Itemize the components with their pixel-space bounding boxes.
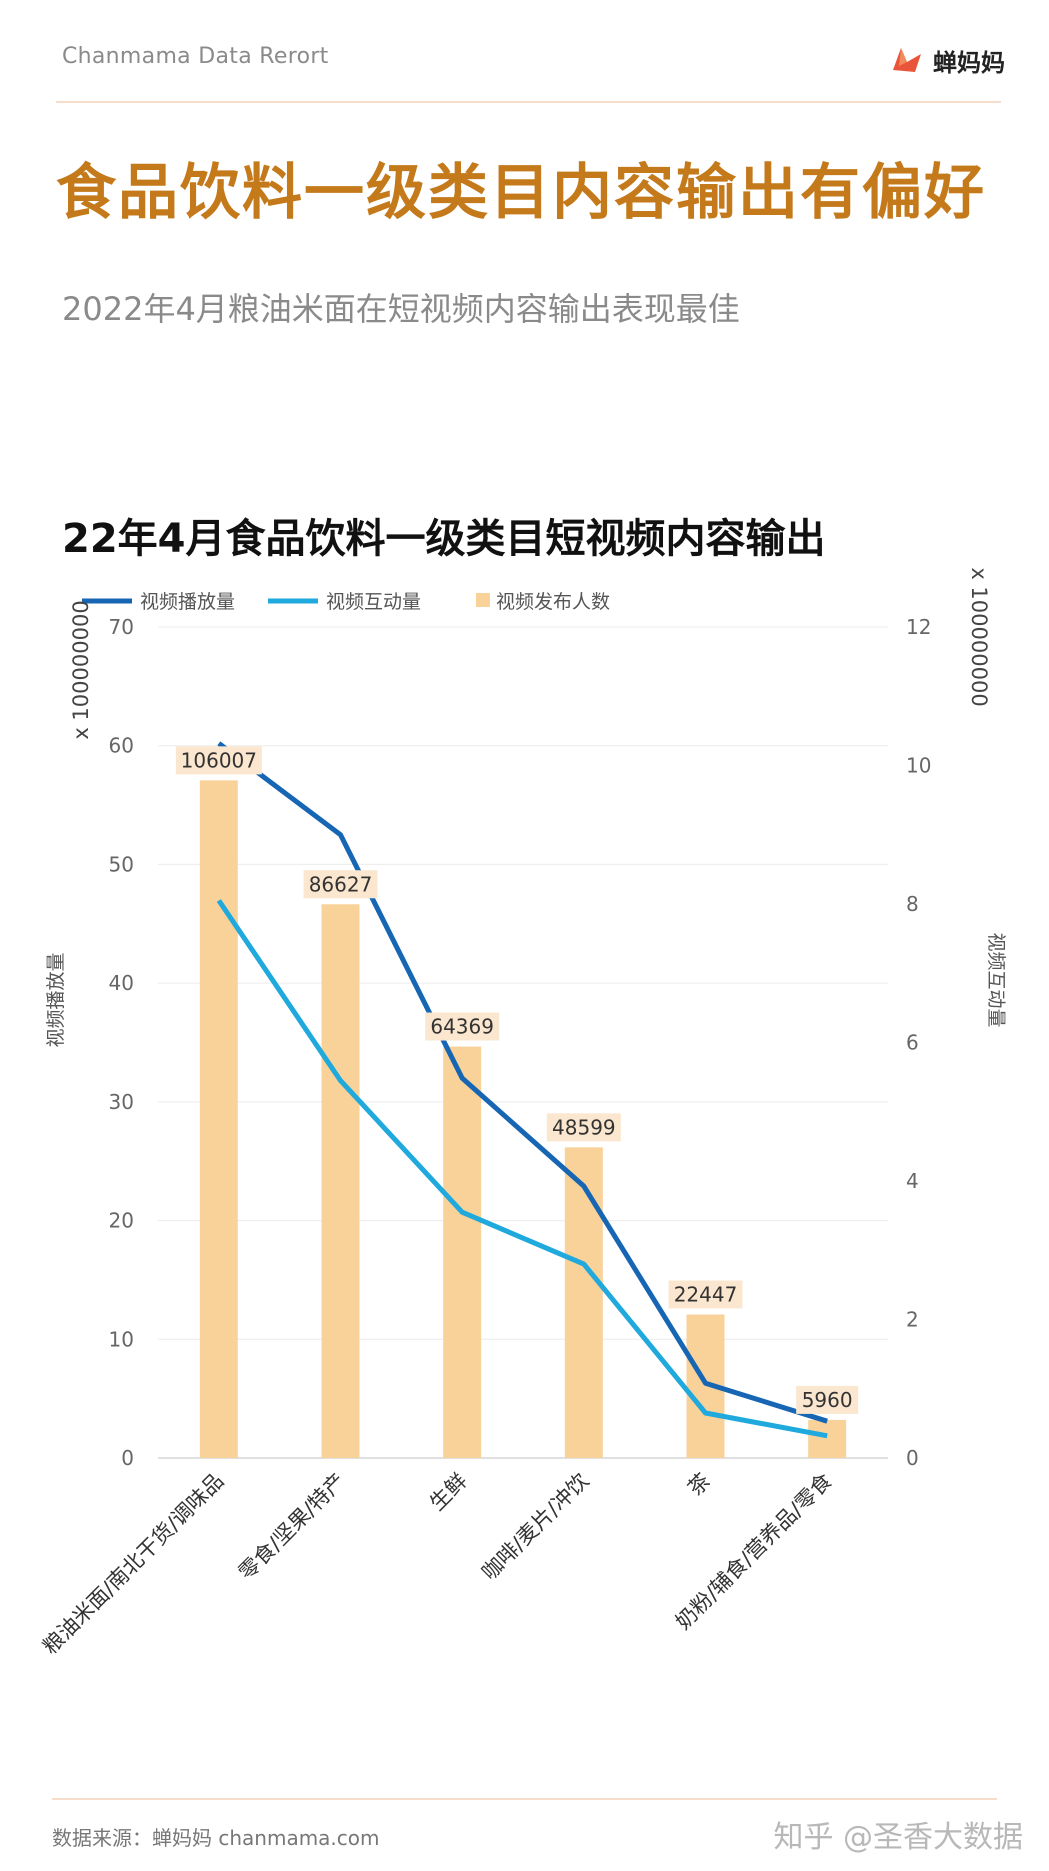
- y-tick-label: 0: [121, 1446, 134, 1470]
- y-axis: 0 10 20 30 40 50 60 70 x 100000000 视频播放量: [45, 600, 134, 1470]
- y2-tick-label: 4: [906, 1169, 919, 1193]
- y2-tick-label: 8: [906, 892, 919, 916]
- data-label-bg: [303, 870, 378, 899]
- y2-axis-label: 视频互动量: [985, 932, 1007, 1027]
- x-axis: 粮油米面/南北干货/调味品 零食/坚果/特产 生鲜 咖啡/麦片/冲饮 茶奶粉/辅食/营养…: [38, 1469, 837, 1659]
- logo-text: 蝉妈妈: [933, 48, 1005, 77]
- bar-5: [808, 1419, 847, 1458]
- y2-axis: 0 2 4 6 8 10 12 x 100000000 视频互动量: [906, 567, 1007, 1470]
- data-label-bg: [796, 1385, 859, 1414]
- data-label-1: 86627: [309, 872, 373, 896]
- page-subtitle: 2022年4月粮油米面在短视频内容输出表现最佳: [62, 290, 740, 328]
- brand-name: Chanmama Data Rerort: [62, 44, 329, 69]
- data-label-bg: [668, 1280, 743, 1309]
- x-tick-label-2: 生鲜: [425, 1469, 472, 1516]
- chart: 22年4月食品饮料一级类目短视频内容输出 视频播放量 视频互动量 视频发布人数 01…: [38, 516, 1007, 1659]
- y2-tick-label: 12: [906, 615, 931, 639]
- x-tick-label-4: 茶: [683, 1469, 715, 1501]
- data-label-bg: [175, 746, 262, 775]
- y-tick-label: 50: [109, 852, 134, 876]
- data-labels: 106007 86627 64369 48599 22447 5960: [175, 746, 859, 1414]
- grid-lines: [158, 626, 888, 1459]
- line-plays: [217, 741, 828, 1424]
- footer-divider: [52, 1798, 997, 1800]
- bar-3: [564, 1147, 603, 1458]
- y-tick-label: 60: [109, 734, 134, 758]
- data-label-3: 48599: [552, 1115, 616, 1139]
- line-series: [216, 741, 828, 1439]
- data-label-bg: [546, 1113, 621, 1142]
- y-tick-label: 30: [109, 1090, 134, 1114]
- chart-legend: 视频播放量 视频互动量 视频发布人数: [82, 591, 610, 613]
- y2-tick-label: 0: [906, 1446, 919, 1470]
- data-label-4: 22447: [674, 1283, 738, 1307]
- y-tick-label: 70: [109, 615, 134, 639]
- legend-swatch-publishers: [476, 593, 490, 607]
- y-axis-label: 视频播放量: [45, 952, 67, 1047]
- page-title: 食品饮料一级类目内容输出有偏好: [56, 158, 986, 228]
- y-tick-label: 40: [109, 971, 134, 995]
- data-label-2: 64369: [430, 1015, 494, 1039]
- legend-label-plays: 视频播放量: [140, 591, 235, 613]
- data-source: 数据来源：蝉妈妈 chanmama.com: [52, 1826, 380, 1850]
- x-tick-label-3: 咖啡/麦片/冲饮: [477, 1469, 593, 1585]
- line-interactions: [216, 899, 828, 1439]
- x-tick-label-0: 粮油米面/南北干货/调味品: [38, 1469, 228, 1659]
- y2-axis-unit: x 100000000: [967, 567, 991, 706]
- logo: 蝉妈妈: [887, 40, 1005, 80]
- y2-tick-label: 2: [906, 1308, 919, 1332]
- header-divider: [56, 101, 1001, 103]
- data-label-bg: [425, 1012, 500, 1041]
- bar-1: [321, 904, 360, 1458]
- data-label-0: 106007: [181, 748, 257, 772]
- bar-2: [443, 1046, 482, 1458]
- bar-series: [199, 780, 847, 1458]
- y-tick-label: 10: [109, 1327, 134, 1351]
- legend-label-publishers: 视频发布人数: [496, 591, 610, 613]
- y-tick-label: 20: [109, 1209, 134, 1233]
- legend-label-interactions: 视频互动量: [326, 591, 421, 613]
- data-label-5: 5960: [802, 1388, 853, 1412]
- y2-tick-label: 6: [906, 1031, 919, 1055]
- watermark: 知乎 @圣香大数据: [773, 1820, 1023, 1855]
- y-axis-unit: x 100000000: [69, 600, 93, 739]
- logo-icon: [893, 48, 921, 72]
- x-tick-label-1: 零食/坚果/特产: [234, 1469, 350, 1585]
- chart-title: 22年4月食品饮料一级类目短视频内容输出: [62, 516, 826, 562]
- bar-0: [199, 780, 238, 1458]
- y2-tick-label: 10: [906, 754, 931, 778]
